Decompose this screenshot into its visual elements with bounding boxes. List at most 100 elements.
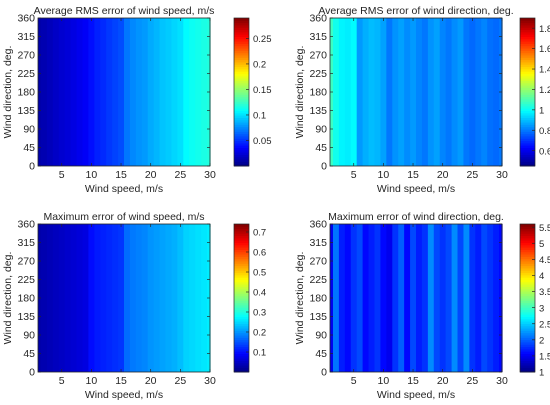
colorbar-segment: [520, 339, 535, 343]
colorbar-segment: [520, 115, 535, 118]
colorbar-segment: [234, 131, 249, 135]
colorbar-segment: [234, 140, 249, 144]
colorbar-segment: [234, 261, 249, 264]
heatmap-cell: [356, 18, 364, 166]
colorbar-segment: [520, 117, 535, 121]
x-tick-label: 5: [351, 375, 357, 387]
colorbar-segment: [234, 55, 249, 58]
heatmap-cell: [368, 224, 376, 372]
colorbar-segment: [234, 48, 249, 51]
colorbar-segment: [234, 124, 249, 128]
colorbar-segment: [520, 348, 535, 352]
colorbar-segment: [520, 235, 535, 239]
colorbar-segment: [520, 233, 535, 237]
colorbar-tick-label: 0.3: [253, 308, 266, 319]
colorbar-segment: [520, 59, 535, 63]
colorbar-segment: [520, 43, 535, 47]
heatmap-cell: [362, 224, 370, 372]
x-tick-label: 25: [175, 169, 187, 181]
colorbar-segment: [234, 304, 249, 308]
heatmap-cell: [183, 18, 190, 166]
colorbar-segment: [234, 82, 249, 86]
colorbar-frame: [233, 223, 250, 373]
heatmap-cell: [129, 224, 137, 372]
chart-title: Average RMS error of wind direction, deg…: [318, 5, 513, 17]
x-tick-label: 5: [351, 169, 357, 181]
colorbar-segment: [234, 270, 249, 274]
chart-title: Average RMS error of wind speed, m/s: [34, 5, 215, 17]
colorbar-segment: [234, 57, 249, 61]
colorbar-segment: [234, 244, 249, 248]
heatmap-cell: [58, 18, 66, 166]
colorbar-segment: [234, 29, 249, 33]
colorbar-segment: [234, 98, 249, 102]
colorbar-segment: [520, 45, 535, 49]
colorbar-segment: [234, 45, 249, 49]
colorbar-segment: [234, 263, 249, 267]
colorbar-segment: [520, 298, 535, 301]
heatmap-cell: [392, 18, 399, 166]
colorbar-segment: [234, 325, 249, 329]
colorbar-segment: [520, 142, 535, 146]
heatmap-cell: [46, 224, 54, 372]
x-axis-label: Wind speed, m/s: [377, 389, 455, 401]
heatmap-cell: [201, 224, 208, 372]
heatmap-cell: [153, 224, 161, 372]
colorbar-segment: [234, 159, 249, 162]
heatmap-cell: [362, 18, 370, 166]
heatmap-cell: [332, 18, 340, 166]
heatmap-cell: [416, 18, 423, 166]
colorbar-segment: [234, 108, 249, 111]
x-tick-label: 30: [496, 169, 508, 181]
colorbar-tick-label: 1.5: [539, 352, 550, 363]
heatmap-cell: [70, 224, 78, 372]
colorbar-segment: [234, 41, 249, 44]
colorbar-segment: [520, 346, 535, 350]
colorbar-segment: [520, 145, 535, 148]
heatmap-cell: [356, 224, 364, 372]
colorbar-segment: [234, 341, 249, 345]
x-tick-label: 30: [204, 375, 216, 387]
x-tick-label: 20: [145, 169, 157, 181]
x-tick-label: 15: [115, 375, 127, 387]
x-tick-label: 25: [467, 169, 479, 181]
heatmap-cell: [153, 18, 161, 166]
colorbar-tick-label: 1.2: [539, 85, 550, 96]
colorbar-segment: [234, 309, 249, 313]
colorbar-frame: [519, 17, 536, 167]
y-tick-label: 135: [309, 311, 327, 323]
colorbar-segment: [234, 156, 249, 160]
colorbar-segment: [520, 318, 535, 322]
colorbar-segment: [520, 124, 535, 128]
heatmap-cell: [183, 224, 190, 372]
colorbar-segment: [234, 251, 249, 255]
colorbar-frame: [233, 17, 250, 167]
y-tick-label: 0: [321, 367, 327, 379]
colorbar-segment: [234, 50, 249, 54]
colorbar-segment: [234, 22, 249, 26]
heatmap-cell: [433, 224, 441, 372]
colorbar-segment: [234, 52, 249, 56]
colorbar-segment: [520, 362, 535, 366]
colorbar-segment: [520, 38, 535, 42]
heatmap-cell: [100, 224, 107, 372]
y-tick-label: 315: [309, 237, 327, 249]
x-tick-label: 20: [145, 375, 157, 387]
colorbar-segment: [234, 228, 249, 232]
colorbar-segment: [520, 309, 535, 313]
y-tick-label: 360: [17, 13, 35, 25]
colorbar-segment: [234, 80, 249, 84]
colorbar-segment: [234, 110, 249, 114]
colorbar-segment: [234, 355, 249, 359]
colorbar-segment: [520, 87, 535, 91]
x-axis-label: Wind speed, m/s: [85, 183, 163, 195]
colorbar-segment: [520, 256, 535, 260]
colorbar-frame: [519, 223, 536, 373]
heatmap-cell: [421, 18, 429, 166]
colorbar-segment: [520, 22, 535, 26]
colorbar-segment: [234, 316, 249, 320]
colorbar-segment: [520, 226, 535, 230]
colorbar-segment: [234, 256, 249, 260]
colorbar-segment: [520, 61, 535, 65]
colorbar-tick-label: 0.2: [253, 60, 266, 71]
